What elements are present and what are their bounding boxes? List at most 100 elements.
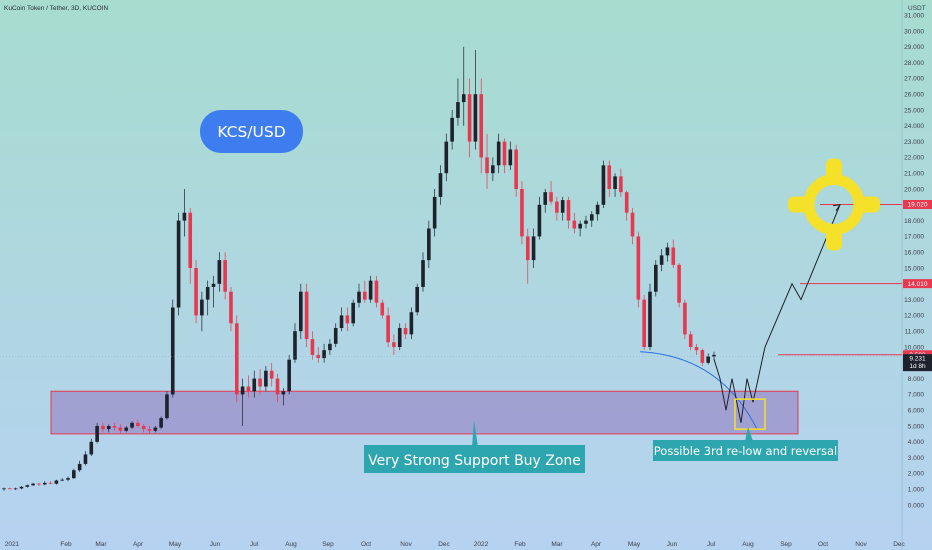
candle-body (211, 283, 216, 287)
y-tick-label: 21.000 (904, 171, 924, 178)
y-tick-label: 1.000 (908, 487, 925, 494)
y-axis: 0.000 1.000 2.000 3.000 4.000 5.000 6.000 7.000… (904, 13, 924, 510)
candle-body (630, 212, 635, 237)
candle-body (659, 255, 664, 265)
candle-body (566, 200, 571, 221)
y-tick-label: 11.000 (905, 329, 925, 336)
target-arm-bottom (826, 228, 842, 251)
candle-body (322, 350, 326, 359)
x-tick-label: Apr (591, 541, 602, 548)
candle-body (170, 307, 175, 395)
candle-body (438, 173, 443, 197)
x-tick-label: May (628, 541, 641, 548)
candle-body (328, 343, 332, 351)
candle-body (293, 331, 297, 360)
candle-body (496, 141, 501, 166)
y-tick-label: 28.000 (904, 60, 924, 67)
candle-body (234, 323, 239, 395)
price-tag-mid-text: 14.010 (908, 281, 928, 288)
candle-body (124, 427, 129, 431)
x-tick-label: Feb (60, 541, 72, 548)
x-tick-label: Oct (361, 541, 371, 548)
candle-body (706, 356, 710, 363)
re-low-box (734, 398, 766, 430)
candle-body (380, 302, 385, 316)
x-tick-label: Aug (285, 541, 297, 548)
candle-body (595, 204, 600, 215)
candle-body (205, 286, 210, 300)
candle-body (589, 214, 594, 221)
candle-body (188, 212, 193, 268)
candle-body (514, 149, 518, 189)
y-tick-label: 4.000 (908, 439, 925, 446)
y-tick-label: 20.000 (904, 186, 924, 193)
x-tick-label: Sep (780, 541, 792, 548)
candle-body (19, 486, 24, 489)
zone-callout: Very Strong Support Buy Zone (364, 420, 585, 473)
target-arm-top (826, 158, 842, 181)
x-tick-label: Jun (210, 541, 221, 548)
candle-body (461, 94, 466, 103)
candle-body (217, 260, 222, 284)
candle-body (409, 312, 414, 335)
x-tick-label: Dec (438, 541, 450, 548)
price-tag-current: 9.231 1d 8h (903, 354, 932, 372)
price-tag-current-text: 9.231 (909, 356, 926, 363)
support-zone (50, 390, 799, 435)
candle-body (607, 165, 612, 189)
x-tick-label: Nov (855, 541, 867, 548)
candle-body (281, 391, 286, 395)
candle-body (560, 200, 565, 213)
candle-body (31, 483, 35, 486)
x-tick-label: Jun (667, 541, 678, 548)
candle-body (363, 291, 367, 300)
y-tick-label: 22.000 (904, 155, 924, 162)
candle-body (473, 94, 478, 142)
x-tick-label: 2021 (5, 541, 20, 548)
projected-curve (639, 351, 758, 430)
candle-body (432, 196, 437, 229)
y-tick-label: 0.000 (908, 502, 925, 509)
x-tick-label: Feb (514, 541, 526, 548)
candle-body (491, 165, 495, 174)
candle-body (264, 370, 268, 387)
candle-body (37, 483, 41, 485)
zone-label: Very Strong Support Buy Zone (368, 453, 581, 469)
candle-body (8, 488, 12, 490)
candle-body (520, 189, 524, 237)
candle-body (106, 426, 111, 430)
candle-body (642, 299, 646, 347)
x-tick-label: Jul (250, 541, 259, 548)
candle-body (671, 247, 676, 265)
candle-body (636, 236, 641, 300)
candle-body (694, 347, 699, 351)
candle-body (456, 102, 460, 118)
candle-body (549, 192, 553, 202)
x-tick-label: Nov (400, 541, 412, 548)
y-tick-label: 2.000 (908, 471, 925, 478)
y-tick-label: 3.000 (908, 455, 925, 462)
candle-body (66, 478, 70, 480)
candle-body (508, 149, 513, 166)
candle-body (240, 386, 245, 395)
candle-body (386, 315, 390, 343)
candle-body (368, 280, 373, 300)
candle-body (712, 354, 716, 357)
candle-body (578, 223, 582, 229)
candle-body (613, 176, 617, 189)
candle-body (298, 291, 303, 332)
y-tick-label: 8.000 (908, 376, 925, 383)
candle-body (25, 485, 30, 487)
candle-body (450, 117, 454, 142)
y-tick-label: 13.000 (904, 297, 924, 304)
candle-body (374, 280, 379, 303)
y-tick-label: 30.000 (904, 28, 924, 35)
y-tick-label: 18.000 (904, 218, 924, 225)
candle-body (89, 441, 94, 455)
candle-body (83, 454, 88, 464)
y-tick-label: 15.000 (904, 265, 924, 272)
candle-body (54, 480, 59, 484)
candle-body (619, 176, 623, 193)
y-tick-label: 10.000 (904, 344, 924, 351)
